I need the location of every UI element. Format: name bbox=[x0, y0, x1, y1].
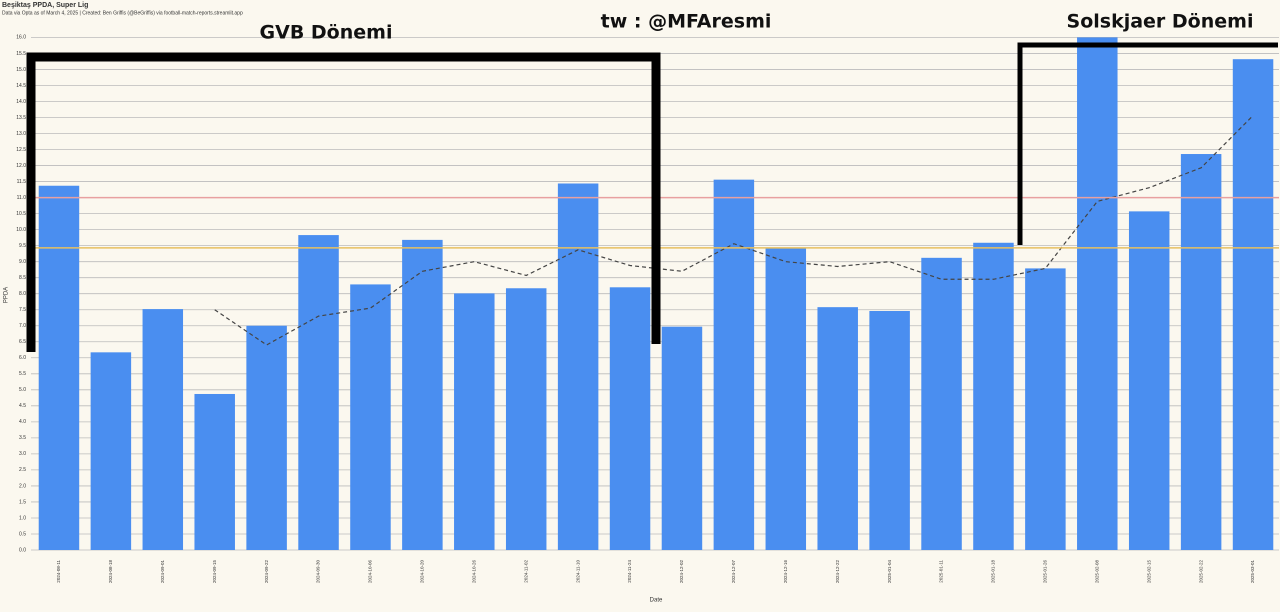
y-tick-label: 9.5 bbox=[19, 243, 26, 249]
y-tick-label: 12.5 bbox=[16, 147, 26, 153]
y-tick-label: 0.0 bbox=[19, 547, 26, 553]
bar bbox=[973, 242, 1014, 550]
x-tick-label: 2024-11-24 bbox=[627, 560, 632, 583]
bar bbox=[142, 309, 184, 550]
x-tick-label: 2024-12-16 bbox=[783, 560, 788, 584]
rolling-line bbox=[214, 115, 1254, 346]
bar bbox=[90, 352, 132, 550]
x-tick-label: 2025-03-01 bbox=[1250, 560, 1255, 584]
x-tick-label: 2024-12-07 bbox=[731, 560, 736, 584]
x-tick-label: 2024-08-18 bbox=[108, 560, 113, 584]
plot: 0.0 0.5 1.0 1.5 2.0 2.5 3.0 3.5 4.0 4.5 5.0 5.5 6.0 6… bbox=[16, 35, 1279, 583]
y-tick-label: 15.0 bbox=[16, 67, 26, 73]
bar bbox=[350, 284, 391, 550]
chart-title: Beşiktaş PPDA, Super Lig bbox=[2, 2, 88, 9]
y-tick-label: 14.5 bbox=[16, 83, 26, 89]
x-tick-label: 2025-02-22 bbox=[1198, 560, 1203, 584]
annotation: Solskjaer Dönemi bbox=[1067, 11, 1254, 33]
bar bbox=[298, 235, 339, 550]
y-tick-label: 1.5 bbox=[19, 499, 26, 505]
bar bbox=[817, 307, 858, 550]
y-tick-label: 4.5 bbox=[19, 403, 26, 409]
solskjaer-bracket bbox=[1017, 42, 1278, 245]
y-tick-label: 13.5 bbox=[16, 115, 26, 121]
y-tick-label: 11.5 bbox=[17, 179, 27, 185]
chart-subtitle: Data via Opta as of March 4, 2025 | Crea… bbox=[2, 10, 243, 16]
y-tick-label: 6.0 bbox=[19, 355, 26, 361]
bar bbox=[38, 185, 80, 550]
bar bbox=[402, 239, 443, 551]
y-tick-label: 16.0 bbox=[16, 35, 26, 41]
y-tick-label: 13.0 bbox=[16, 131, 26, 137]
y-tick-label: 11.0 bbox=[17, 195, 27, 201]
x-tick-label: 2025-02-15 bbox=[1146, 560, 1151, 584]
x-tick-label: 2025-01-11 bbox=[939, 560, 944, 583]
annotation: tw : @MFAresmi bbox=[601, 11, 772, 33]
bar bbox=[454, 293, 495, 550]
x-tick-label: 2025-01-18 bbox=[991, 560, 996, 584]
bar bbox=[765, 247, 807, 550]
bar bbox=[246, 325, 287, 550]
y-tick-label: 4.0 bbox=[19, 419, 26, 425]
x-tick-label: 2024-10-20 bbox=[420, 560, 425, 584]
x-tick-label: 2025-02-08 bbox=[1094, 560, 1099, 584]
y-tick-label: 5.0 bbox=[19, 387, 26, 393]
y-tick-label: 14.0 bbox=[16, 99, 26, 105]
y-tick-label: 15.5 bbox=[16, 51, 26, 57]
x-tick-label: 2024-10-06 bbox=[368, 560, 373, 584]
y-tick-label: 1.0 bbox=[19, 515, 26, 521]
y-tick-label: 7.5 bbox=[19, 307, 26, 313]
y-tick-label: 3.5 bbox=[19, 435, 26, 441]
bar bbox=[1180, 154, 1222, 550]
y-tick-label: 10.5 bbox=[16, 211, 26, 217]
y-tick-label: 0.5 bbox=[19, 531, 26, 537]
y-tick-label: 8.0 bbox=[19, 291, 26, 297]
y-tick-label: 9.0 bbox=[19, 259, 26, 265]
bar bbox=[869, 311, 910, 550]
bar bbox=[1077, 37, 1118, 550]
y-axis-label: PPDA bbox=[4, 287, 10, 303]
y-tick-label: 10.0 bbox=[16, 227, 26, 233]
x-tick-label: 2025-01-04 bbox=[887, 560, 892, 584]
x-tick-label: 2024-12-22 bbox=[835, 560, 840, 584]
x-tick-label: 2025-01-26 bbox=[1043, 560, 1048, 584]
x-tick-label: 2024-09-22 bbox=[264, 560, 269, 584]
x-tick-label: 2024-08-11 bbox=[56, 560, 61, 583]
x-tick-label: 2024-09-30 bbox=[316, 560, 321, 584]
y-tick-label: 3.0 bbox=[19, 451, 26, 457]
x-axis-label: Date bbox=[650, 598, 663, 604]
x-tick-label: 2024-11-10 bbox=[575, 560, 580, 583]
x-tick-label: 2024-09-01 bbox=[160, 560, 165, 584]
bar bbox=[1128, 211, 1170, 550]
y-tick-label: 2.0 bbox=[19, 483, 26, 489]
bar bbox=[1232, 59, 1274, 550]
y-tick-label: 7.0 bbox=[19, 323, 26, 329]
y-tick-label: 2.5 bbox=[19, 467, 26, 473]
y-tick-label: 5.5 bbox=[19, 371, 26, 377]
x-tick-label: 2024-11-02 bbox=[523, 560, 528, 583]
bar bbox=[194, 393, 235, 550]
y-tick-label: 8.5 bbox=[19, 275, 26, 281]
bar bbox=[557, 183, 599, 551]
bar bbox=[661, 326, 703, 550]
y-tick-label: 6.5 bbox=[19, 339, 26, 345]
gvb-bracket bbox=[26, 52, 661, 352]
bar bbox=[505, 288, 547, 550]
annotation: GVB Dönemi bbox=[260, 22, 393, 44]
bar bbox=[713, 179, 755, 550]
x-tick-label: 2024-12-02 bbox=[679, 560, 684, 584]
bar bbox=[1025, 268, 1066, 550]
bar bbox=[921, 257, 962, 550]
bar bbox=[609, 287, 651, 550]
x-tick-label: 2024-10-26 bbox=[471, 560, 476, 584]
y-tick-label: 12.0 bbox=[16, 163, 26, 169]
x-tick-label: 2024-09-15 bbox=[212, 560, 217, 584]
